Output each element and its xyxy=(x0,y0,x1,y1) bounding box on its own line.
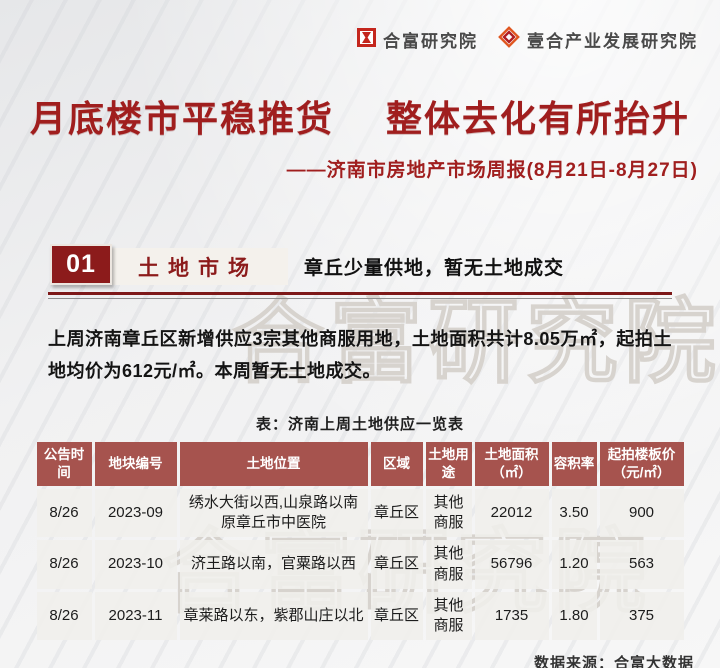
cell-land-area: 22012 xyxy=(474,488,549,538)
logo-primary: 合富研究院 xyxy=(357,27,478,52)
page-title-right: 整体去化有所抬升 xyxy=(386,98,691,139)
cell-floor-price: 900 xyxy=(599,488,684,538)
col-header-location: 土地位置 xyxy=(179,441,368,486)
page-title-left: 月底楼市平稳推货 xyxy=(29,98,334,139)
cell-parcel-id: 2023-10 xyxy=(94,540,177,589)
col-header-district: 区域 xyxy=(370,441,423,486)
table-row: 8/26 2023-11 章莱路以东，紫郡山庄以北 章丘区 其他商服 1735 … xyxy=(36,591,684,641)
table-caption: 表：济南上周土地供应一览表 xyxy=(255,415,464,433)
cell-announce-date: 8/26 xyxy=(36,591,92,641)
section-title: 土地市场 xyxy=(138,256,258,280)
col-header-plot-ratio: 容积率 xyxy=(551,441,597,486)
section-header: 01 土地市场 章丘少量供地，暂无土地成交 xyxy=(48,244,672,285)
header-logos: 合富研究院 壹合产业发展研究院 xyxy=(357,26,698,53)
body-paragraph: 上周济南章丘区新增供应3宗其他商服用地，土地面积共计8.05万㎡，起拍土地均价为… xyxy=(48,329,672,382)
cell-floor-price: 563 xyxy=(599,540,684,589)
cell-district: 章丘区 xyxy=(370,591,423,641)
logo-secondary: 壹合产业发展研究院 xyxy=(498,26,698,53)
cell-land-use: 其他商服 xyxy=(425,488,472,538)
divider-thin xyxy=(48,298,672,299)
cell-location: 济王路以南，官粟路以西 xyxy=(179,540,368,589)
land-supply-table: 公告时间 地块编号 土地位置 区域 土地用途 土地面积（㎡） 容积率 起拍楼板价… xyxy=(34,439,687,644)
cell-parcel-id: 2023-11 xyxy=(94,591,177,641)
data-source-note: 数据来源：合富大数据 xyxy=(533,655,694,668)
cell-land-area: 1735 xyxy=(474,591,549,641)
yihe-logo-icon xyxy=(498,26,520,53)
logo-primary-label: 合富研究院 xyxy=(383,32,478,51)
cell-floor-price: 375 xyxy=(599,591,684,641)
section-title-band: 土地市场 xyxy=(110,248,288,285)
section-number-badge: 01 xyxy=(50,244,112,285)
table-header-row: 公告时间 地块编号 土地位置 区域 土地用途 土地面积（㎡） 容积率 起拍楼板价… xyxy=(36,441,684,486)
cell-plot-ratio: 1.80 xyxy=(551,591,597,641)
cell-district: 章丘区 xyxy=(370,540,423,589)
page-subtitle: ——济南市房地产市场周报(8月21日-8月27日) xyxy=(286,160,698,181)
cell-location: 绣水大街以西,山泉路以南原章丘市中医院 xyxy=(179,488,368,538)
cell-land-area: 56796 xyxy=(474,540,549,589)
table-row: 8/26 2023-10 济王路以南，官粟路以西 章丘区 其他商服 56796 … xyxy=(36,540,684,589)
cell-land-use: 其他商服 xyxy=(425,540,472,589)
cell-plot-ratio: 1.20 xyxy=(551,540,597,589)
cell-plot-ratio: 3.50 xyxy=(551,488,597,538)
cell-district: 章丘区 xyxy=(370,488,423,538)
logo-secondary-label: 壹合产业发展研究院 xyxy=(527,32,698,51)
col-header-parcel-id: 地块编号 xyxy=(94,441,177,486)
col-header-land-use: 土地用途 xyxy=(425,441,472,486)
cell-announce-date: 8/26 xyxy=(36,540,92,589)
table-row: 8/26 2023-09 绣水大街以西,山泉路以南原章丘市中医院 章丘区 其他商… xyxy=(36,488,684,538)
divider-thick xyxy=(48,292,672,295)
col-header-floor-price: 起拍楼板价（元/㎡） xyxy=(599,441,684,486)
hefu-logo-icon xyxy=(357,27,376,52)
section-summary: 章丘少量供地，暂无土地成交 xyxy=(304,258,565,279)
section-land-market: 01 土地市场 章丘少量供地，暂无土地成交 xyxy=(48,244,672,299)
cell-location: 章莱路以东，紫郡山庄以北 xyxy=(179,591,368,641)
cell-land-use: 其他商服 xyxy=(425,591,472,641)
hero: 月底楼市平稳推货 整体去化有所抬升 ——济南市房地产市场周报(8月21日-8月2… xyxy=(0,0,720,182)
col-header-announce-date: 公告时间 xyxy=(36,441,92,486)
col-header-land-area: 土地面积（㎡） xyxy=(474,441,549,486)
page-title: 月底楼市平稳推货 整体去化有所抬升 xyxy=(0,90,720,142)
cell-parcel-id: 2023-09 xyxy=(94,488,177,538)
cell-announce-date: 8/26 xyxy=(36,488,92,538)
